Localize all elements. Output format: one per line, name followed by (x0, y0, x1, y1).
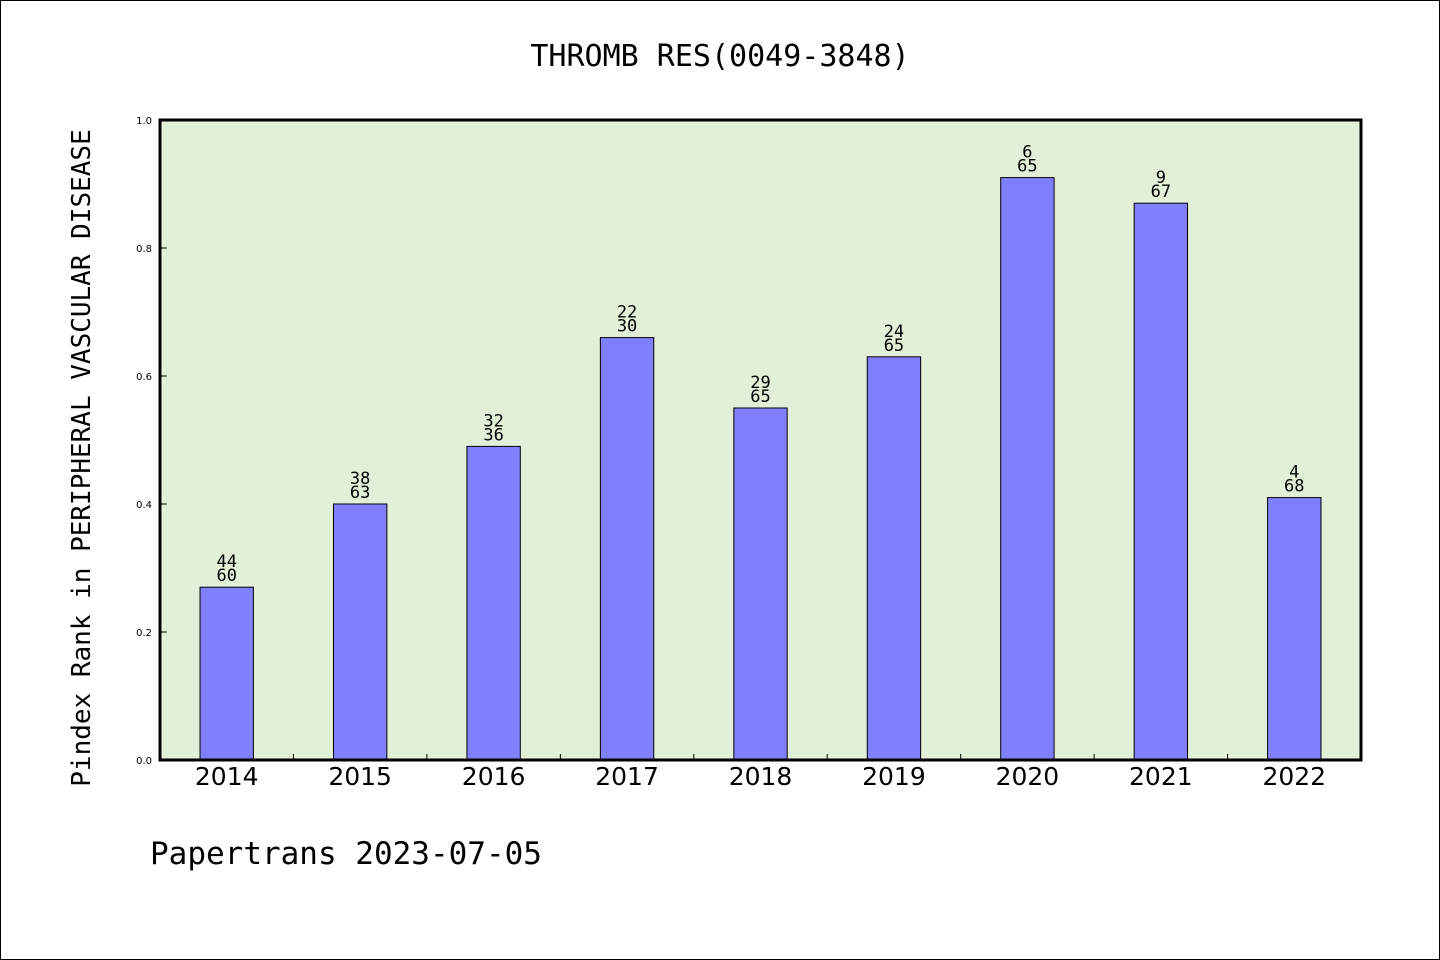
bar-total-label: 68 (1284, 477, 1304, 497)
x-tick-label-2021: 2021 (1129, 762, 1193, 791)
y-tick-label: 0.8 (136, 244, 152, 255)
x-tick-label-2017: 2017 (595, 762, 659, 791)
bar-total-label: 63 (350, 483, 370, 503)
bar-total-label: 36 (483, 425, 503, 445)
y-tick-label: 0.2 (136, 628, 152, 639)
bar-2021 (1133, 202, 1189, 761)
bar-2019 (866, 356, 922, 761)
bar-rank-label: 29 (750, 373, 770, 393)
bar-2016 (466, 445, 521, 761)
chart-title: THROMB RES(0049-3848) (530, 39, 909, 74)
bar-rank-label: 32 (483, 411, 503, 431)
y-tick-label: 0.0 (136, 756, 152, 767)
bar-2014 (199, 586, 254, 761)
x-tick-label-2016: 2016 (462, 762, 526, 791)
y-tick-label: 1.0 (136, 116, 152, 127)
x-tick-label-2020: 2020 (996, 762, 1060, 791)
bar-rank-label: 24 (884, 322, 904, 342)
axis-ticks: 2014 2015 2016 2017 2018 2019 2020 2021 2022 0.0 0… (136, 116, 1326, 791)
y-axis-label: Pindex Rank in PERIPHERAL VASCULAR DISEA… (67, 129, 97, 786)
bar-total-label: 65 (884, 336, 904, 356)
bar-rank-label: 22 (617, 303, 637, 323)
bar-total-label: 65 (750, 387, 770, 407)
x-tick-label-2018: 2018 (729, 762, 793, 791)
bar-rank-label: 44 (216, 552, 236, 572)
x-tick-label-2022: 2022 (1262, 762, 1326, 791)
y-tick-label: 0.6 (136, 372, 152, 383)
bar-total-label: 67 (1151, 182, 1171, 202)
bar-total-label: 65 (1017, 157, 1037, 177)
plot-border (158, 118, 1363, 762)
bar-rank-label: 6 (1022, 143, 1032, 163)
footer-credit: Papertrans 2023-07-05 (150, 836, 542, 872)
bar-2017 (599, 337, 655, 761)
y-tick-label: 0.4 (136, 500, 152, 511)
bar-total-label: 60 (216, 566, 236, 586)
bar-rank-label: 4 (1289, 463, 1299, 483)
x-tick-label-2015: 2015 (328, 762, 392, 791)
bar-rank-label: 9 (1156, 168, 1166, 188)
bar-2015 (332, 503, 388, 761)
x-tick-label-2019: 2019 (862, 762, 926, 791)
bar-rank-label: 38 (350, 469, 370, 489)
bar-2020 (1000, 177, 1055, 761)
bar-2022 (1267, 497, 1322, 761)
bar-total-label: 30 (617, 317, 637, 337)
bar-2018 (733, 407, 788, 761)
x-tick-label-2014: 2014 (195, 762, 259, 791)
